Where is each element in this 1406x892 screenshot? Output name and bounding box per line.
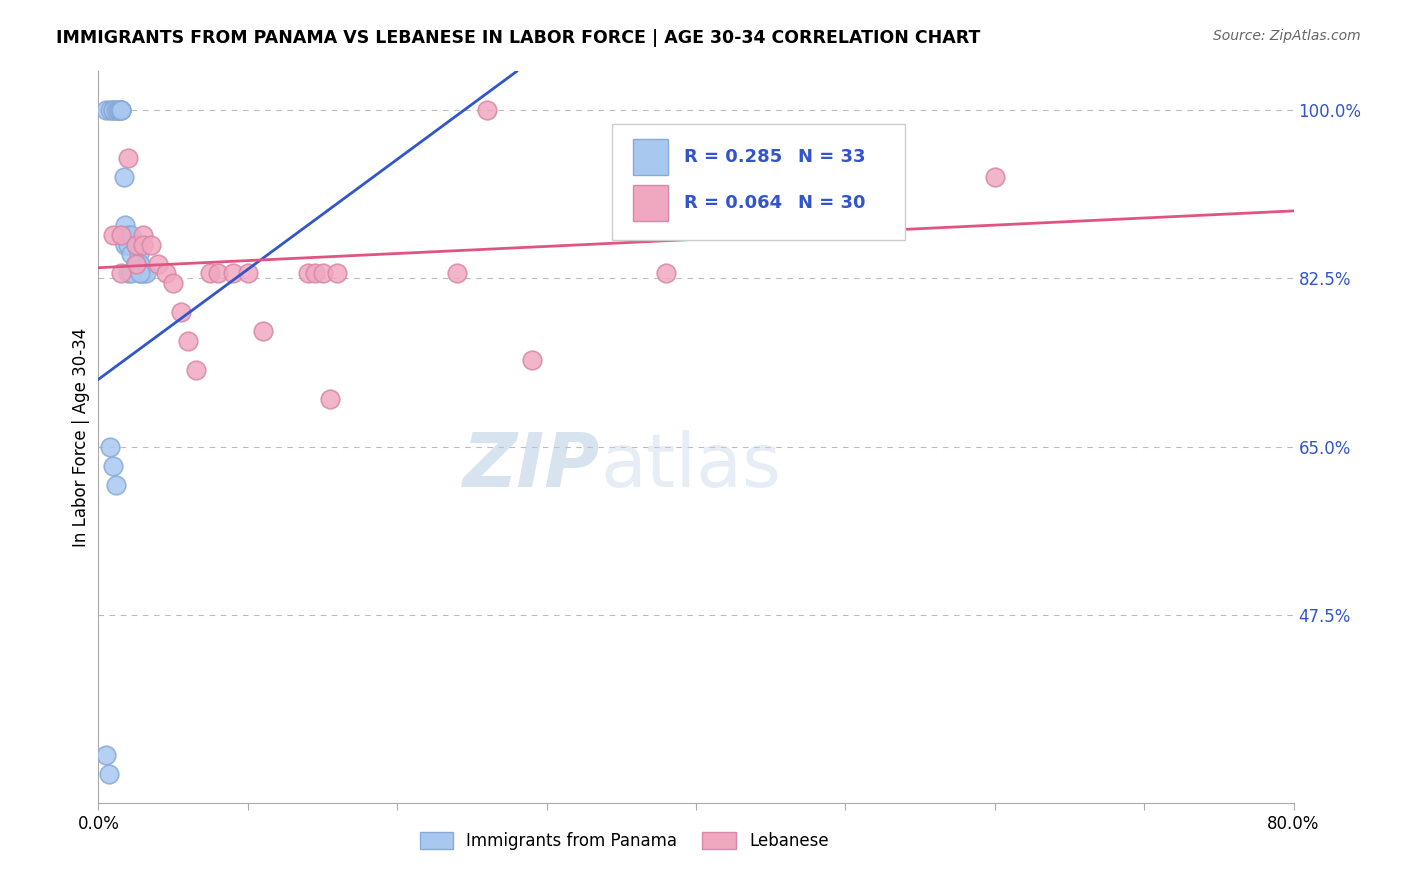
Point	[207, 267, 229, 281]
Point	[236, 267, 259, 281]
Point	[252, 324, 274, 338]
Point	[125, 257, 148, 271]
Point	[110, 103, 132, 117]
Bar	[633, 138, 668, 175]
Point	[177, 334, 200, 348]
Point	[135, 267, 157, 281]
Point	[222, 267, 245, 281]
Point	[103, 227, 125, 242]
Point	[311, 267, 333, 281]
Legend: Immigrants from Panama, Lebanese: Immigrants from Panama, Lebanese	[413, 825, 835, 856]
Point	[446, 267, 468, 281]
Point	[162, 276, 184, 290]
Text: ZIP: ZIP	[463, 430, 600, 503]
Point	[117, 267, 139, 281]
Point	[200, 267, 222, 281]
Point	[326, 267, 349, 281]
Point	[117, 237, 139, 252]
Point	[304, 267, 326, 281]
Point	[132, 267, 155, 281]
Point	[117, 227, 139, 242]
Point	[114, 219, 136, 233]
Point	[107, 103, 129, 117]
Point	[114, 237, 136, 252]
Point	[129, 267, 152, 281]
Point	[117, 151, 139, 165]
Text: R = 0.064: R = 0.064	[685, 194, 782, 212]
Text: IMMIGRANTS FROM PANAMA VS LEBANESE IN LABOR FORCE | AGE 30-34 CORRELATION CHART: IMMIGRANTS FROM PANAMA VS LEBANESE IN LA…	[56, 29, 980, 46]
Text: atlas: atlas	[600, 430, 782, 503]
Point	[105, 103, 128, 117]
Point	[97, 767, 120, 781]
Text: R = 0.285: R = 0.285	[685, 148, 782, 166]
Y-axis label: In Labor Force | Age 30-34: In Labor Force | Age 30-34	[72, 327, 90, 547]
Point	[184, 362, 207, 376]
Point	[475, 103, 498, 117]
Point	[103, 458, 125, 473]
Point	[98, 103, 122, 117]
Point	[125, 257, 148, 271]
Point	[103, 103, 125, 117]
Point	[125, 237, 148, 252]
Point	[103, 103, 125, 117]
Text: N = 33: N = 33	[797, 148, 865, 166]
Point	[125, 257, 148, 271]
Text: Source: ZipAtlas.com: Source: ZipAtlas.com	[1213, 29, 1361, 43]
Point	[98, 440, 122, 454]
Point	[110, 227, 132, 242]
Point	[105, 478, 128, 492]
Point	[984, 170, 1007, 185]
Point	[108, 103, 131, 117]
Point	[94, 747, 117, 762]
Point	[120, 247, 142, 261]
Point	[120, 267, 142, 281]
Text: N = 30: N = 30	[797, 194, 865, 212]
Point	[169, 305, 191, 319]
Point	[125, 237, 148, 252]
Point	[155, 267, 177, 281]
Point	[139, 237, 162, 252]
Point	[132, 237, 155, 252]
FancyBboxPatch shape	[613, 124, 905, 240]
Point	[110, 103, 132, 117]
Point	[319, 392, 342, 406]
Point	[132, 227, 155, 242]
Point	[148, 257, 170, 271]
Point	[110, 267, 132, 281]
Point	[297, 267, 319, 281]
Point	[128, 247, 150, 261]
Point	[129, 267, 152, 281]
Bar	[633, 185, 668, 221]
Point	[94, 103, 117, 117]
Point	[112, 170, 135, 185]
Point	[110, 103, 132, 117]
Point	[120, 227, 142, 242]
Point	[655, 267, 678, 281]
Point	[129, 257, 152, 271]
Point	[520, 353, 543, 368]
